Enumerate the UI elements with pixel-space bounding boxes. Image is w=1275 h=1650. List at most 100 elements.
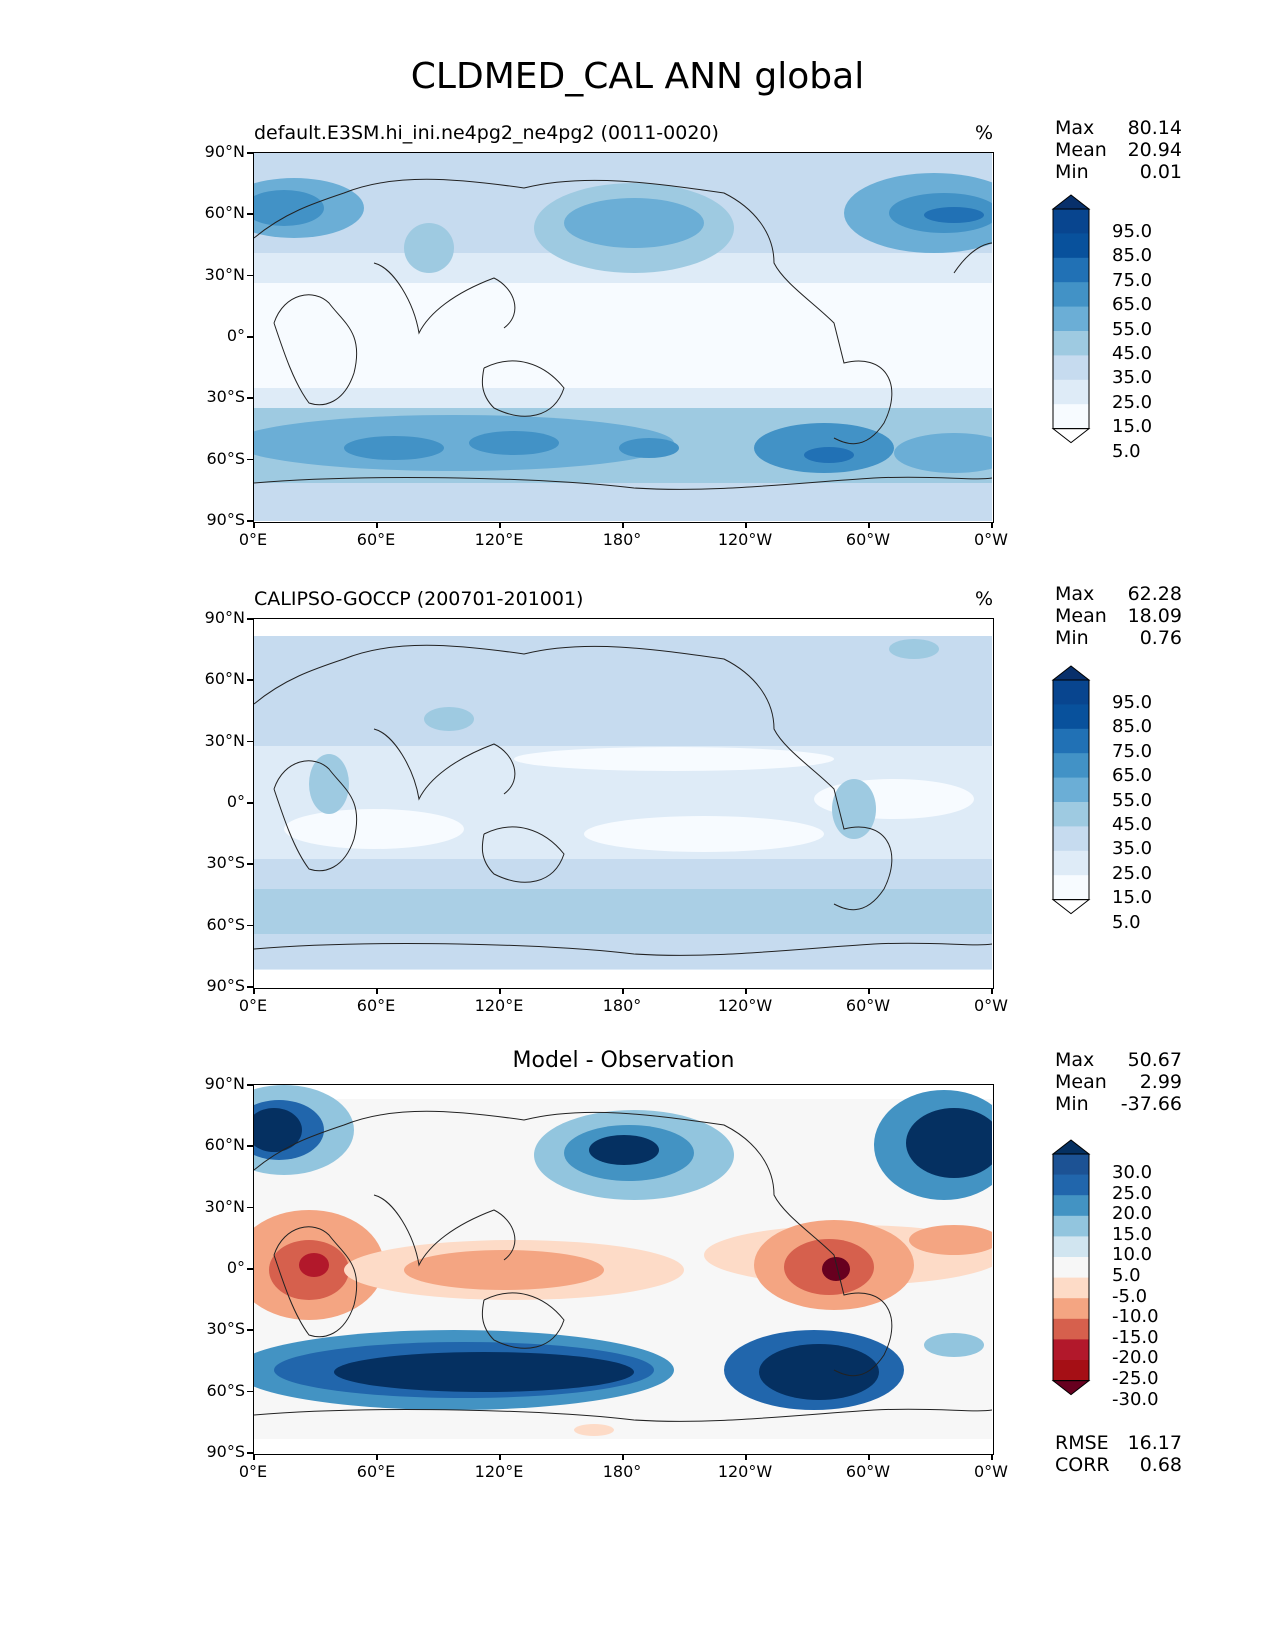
colorbar-tick-label: 95.0 xyxy=(1112,221,1153,242)
max-value: 80.14 xyxy=(1127,117,1182,139)
colorbar-segment xyxy=(1053,753,1089,779)
colorbar-segment xyxy=(1053,875,1089,901)
y-tick-mark xyxy=(247,274,253,277)
mean-value: 20.94 xyxy=(1127,139,1182,161)
colorbar-tick-label: 15.0 xyxy=(1112,887,1153,909)
colorbar xyxy=(1051,1139,1091,1396)
colorbar-tick-label: 35.0 xyxy=(1112,838,1153,860)
x-tick-label: 60°W xyxy=(845,1462,891,1481)
colorbar-segment xyxy=(1053,355,1089,381)
panel-3-title: Model - Observation xyxy=(512,1048,735,1073)
y-tick-mark xyxy=(247,1268,253,1270)
x-tick-mark xyxy=(253,522,255,528)
x-tick-label: 180° xyxy=(602,1462,642,1481)
x-tick-label: 120°W xyxy=(717,530,773,549)
x-tick-mark xyxy=(253,988,255,994)
y-tick-mark xyxy=(247,458,253,461)
x-tick-mark xyxy=(253,1454,255,1460)
colorbar-min-extend xyxy=(1051,899,1091,915)
x-tick-label: 120°W xyxy=(717,996,773,1015)
colorbar-segment xyxy=(1053,826,1089,852)
y-tick-label: 60°S xyxy=(206,1380,245,1400)
colorbar-tick-label: 55.0 xyxy=(1112,318,1153,340)
colorbar-max-extend xyxy=(1051,194,1091,210)
colorbar-segment xyxy=(1053,728,1089,754)
colorbar-tick-label: 20.0 xyxy=(1112,1203,1153,1225)
colorbar-segment xyxy=(1053,379,1089,405)
colorbar-segment xyxy=(1053,331,1089,356)
x-tick-label: 0°W xyxy=(974,996,1008,1015)
colorbar-tick-label: 5.0 xyxy=(1112,1265,1141,1286)
colorbar-segment xyxy=(1053,704,1089,730)
y-tick-label: 30°N xyxy=(204,1196,245,1216)
y-tick-mark xyxy=(247,802,253,804)
max-value: 62.28 xyxy=(1127,583,1182,605)
y-tick-mark xyxy=(247,336,253,338)
colorbar-tick-label: -10.0 xyxy=(1112,1306,1159,1328)
colorbar-segment xyxy=(1053,1277,1089,1299)
x-tick-label: 120°E xyxy=(474,1462,524,1481)
panel-2-units: % xyxy=(975,588,994,610)
colorbar-segment xyxy=(1053,1360,1089,1382)
colorbar-tick-label: -25.0 xyxy=(1112,1368,1159,1389)
mean-label: Mean xyxy=(1055,605,1107,627)
y-tick-mark xyxy=(247,679,253,681)
max-value: 50.67 xyxy=(1127,1049,1182,1071)
colorbar-outline xyxy=(1052,679,1090,901)
x-tick-label: 0°W xyxy=(974,1462,1008,1481)
panel-3-stats: Max 50.67 Mean 2.99 Min -37.66 xyxy=(1055,1049,1182,1115)
colorbar-tick-label: 25.0 xyxy=(1112,862,1153,884)
min-value: 0.01 xyxy=(1139,161,1182,183)
y-tick-mark xyxy=(247,520,253,522)
colorbar-tick-label: 5.0 xyxy=(1112,911,1141,933)
colorbar-segment xyxy=(1053,1318,1089,1340)
colorbar-tick-label: 85.0 xyxy=(1112,716,1153,738)
colorbar-segment xyxy=(1053,1236,1089,1258)
colorbar-segment xyxy=(1053,680,1089,705)
colorbar-tick-label: 25.0 xyxy=(1112,391,1153,413)
figure-title: CLDMED_CAL ANN global xyxy=(410,56,865,97)
mean-value: 2.99 xyxy=(1139,1071,1182,1093)
y-tick-label: 0° xyxy=(226,326,245,345)
x-tick-label: 180° xyxy=(602,530,642,549)
x-tick-mark xyxy=(499,988,501,994)
x-tick-mark xyxy=(991,1454,993,1460)
y-tick-label: 90°S xyxy=(206,510,245,529)
colorbar-segment xyxy=(1053,1298,1089,1320)
colorbar-tick-label: 45.0 xyxy=(1112,343,1153,364)
x-tick-mark xyxy=(376,522,378,528)
y-tick-mark xyxy=(247,213,253,215)
x-tick-label: 120°E xyxy=(474,996,524,1015)
y-tick-mark xyxy=(247,924,253,927)
colorbar-segment xyxy=(1053,1215,1089,1237)
y-tick-label: 60°S xyxy=(206,914,245,934)
colorbar-segment xyxy=(1053,802,1089,827)
colorbar-segment xyxy=(1053,1339,1089,1361)
max-label: Max xyxy=(1055,583,1095,605)
colorbar-tick-label: -15.0 xyxy=(1112,1326,1159,1348)
colorbar-tick-label: 30.0 xyxy=(1112,1162,1153,1183)
x-tick-label: 60°W xyxy=(845,996,891,1015)
colorbar-segment xyxy=(1053,282,1089,308)
colorbar-tick-label: 35.0 xyxy=(1112,367,1153,389)
colorbar-tick-label: -20.0 xyxy=(1112,1347,1159,1369)
min-label: Min xyxy=(1055,161,1089,183)
y-tick-mark xyxy=(247,1206,253,1209)
mean-label: Mean xyxy=(1055,1071,1107,1093)
corr-value: 0.68 xyxy=(1139,1454,1182,1476)
x-tick-label: 120°E xyxy=(474,530,524,549)
panel-1-map xyxy=(253,152,994,523)
colorbar-tick-label: -30.0 xyxy=(1112,1388,1159,1410)
colorbar-segment xyxy=(1053,306,1089,332)
colorbar-segment xyxy=(1053,257,1089,283)
y-tick-mark xyxy=(247,1390,253,1393)
x-tick-label: 180° xyxy=(602,996,642,1015)
y-tick-mark xyxy=(247,152,253,154)
colorbar-tick-label: -5.0 xyxy=(1112,1285,1148,1307)
colorbar-tick-label: 85.0 xyxy=(1112,245,1153,267)
x-tick-label: 0°E xyxy=(238,1462,268,1481)
y-tick-mark xyxy=(247,863,253,865)
x-tick-label: 120°W xyxy=(717,1462,773,1481)
rmse-value: 16.17 xyxy=(1127,1432,1182,1454)
y-tick-label: 0° xyxy=(226,792,245,811)
